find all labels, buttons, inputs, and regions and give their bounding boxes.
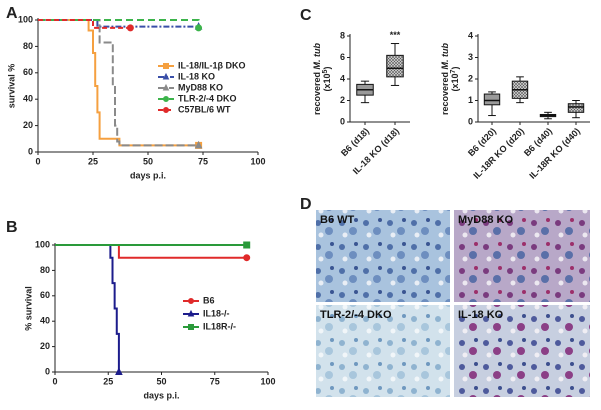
legend-label: IL-18/IL-1β DKO [178, 60, 246, 70]
micrograph [316, 305, 450, 397]
x-tick-label: 75 [198, 156, 208, 166]
y-axis-label: recovered M. tub [440, 42, 450, 115]
y-tick-label: 80 [40, 265, 50, 275]
legend-marker [163, 96, 169, 102]
image-label: MyD88 KO [458, 214, 513, 226]
legend-marker [163, 63, 169, 69]
y-tick-label: 0 [45, 366, 50, 376]
y-axis-unit: (x105) [322, 67, 333, 92]
x-axis-label: days p.i. [143, 390, 179, 400]
y-tick-label: 4 [468, 30, 473, 40]
y-tick-label: 40 [23, 94, 33, 104]
y-tick-label: 2 [340, 95, 345, 105]
y-tick-label: 40 [40, 316, 50, 326]
x-tick-label: 50 [156, 376, 166, 386]
y-tick-label: 20 [23, 120, 33, 130]
unit-start: (x10 [322, 73, 332, 91]
y-tick-label: 4 [340, 73, 345, 83]
legend-marker [162, 83, 170, 91]
y-axis-label-italic: M. tub [312, 42, 322, 69]
x-tick-label: 100 [250, 156, 265, 166]
panel-label: B [6, 219, 18, 236]
y-axis-label-text: recovered [312, 72, 322, 115]
y-tick-label: 100 [35, 239, 50, 249]
x-tick-label: IL-18R KO (d20) [471, 126, 526, 181]
panel-label: A [6, 5, 18, 22]
y-tick-label: 6 [340, 52, 345, 62]
y-tick-label: 80 [23, 41, 33, 51]
marker [194, 140, 203, 149]
image-label: IL-18 KO [458, 309, 504, 321]
y-tick-label: 8 [340, 30, 345, 40]
x-tick-label: 0 [35, 156, 40, 166]
legend-marker [163, 107, 169, 113]
y-axis-label: survival % [6, 64, 16, 109]
panel-label: C [300, 7, 312, 24]
marker [243, 254, 251, 262]
y-tick-label: 3 [468, 52, 473, 62]
legend-label: MyD88 KO [178, 82, 223, 92]
unit-start: (x10 [450, 73, 460, 91]
legend-marker [188, 298, 194, 304]
legend-marker [187, 309, 195, 317]
survival-line [38, 19, 199, 147]
micrograph [454, 305, 590, 397]
y-tick-label: 2 [468, 73, 473, 83]
y-tick-label: 60 [23, 67, 33, 77]
marker [115, 367, 123, 375]
y-axis-label-text: recovered [440, 72, 450, 115]
significance: *** [390, 30, 401, 40]
marker [243, 241, 251, 249]
y-tick-label: 0 [28, 146, 33, 156]
micrograph [454, 210, 590, 302]
box [386, 54, 404, 78]
y-tick-label: 60 [40, 290, 50, 300]
y-tick-label: 0 [468, 116, 473, 126]
y-tick-label: 1 [468, 95, 473, 105]
survival-line [38, 19, 199, 147]
unit-end: ) [450, 67, 460, 70]
legend-label: IL18-/- [203, 308, 230, 318]
legend-marker [188, 324, 194, 330]
marker [195, 24, 203, 32]
y-tick-label: 100 [18, 14, 33, 24]
legend-label: TLR-2/-4 DKO [178, 93, 237, 103]
survival-line [55, 244, 247, 259]
unit-end: ) [322, 67, 332, 70]
x-tick-label: 25 [103, 376, 113, 386]
x-tick-label: 50 [143, 156, 153, 166]
legend-label: IL18R-/- [203, 321, 236, 331]
micrograph [316, 210, 450, 302]
box [483, 93, 501, 106]
image-label: TLR-2/-4 DKO [320, 309, 392, 321]
image-label: B6 WT [320, 214, 355, 226]
x-tick-label: 0 [52, 376, 57, 386]
unit-exponent: 5 [322, 69, 329, 73]
survival-line [38, 19, 131, 29]
x-tick-label: 25 [88, 156, 98, 166]
y-tick-label: 20 [40, 341, 50, 351]
panel-label: D [300, 196, 312, 213]
box [567, 103, 585, 113]
x-tick-label: 75 [210, 376, 220, 386]
legend-label: IL-18 KO [178, 71, 215, 81]
x-tick-label: 100 [260, 376, 275, 386]
y-axis-label-italic: M. tub [440, 42, 450, 69]
y-axis-unit: (x107) [450, 67, 461, 92]
legend-label: C57BL/6 WT [178, 104, 231, 114]
y-tick-label: 0 [340, 116, 345, 126]
survival-line [55, 244, 120, 372]
legend-label: B6 [203, 295, 215, 305]
unit-exponent: 7 [450, 69, 457, 73]
y-axis-label: % survival [23, 286, 33, 331]
marker [126, 24, 134, 32]
legend-marker [162, 72, 170, 80]
y-axis-label: recovered M. tub [312, 42, 322, 115]
x-tick-label: IL-18R KO (d40) [527, 126, 582, 181]
x-axis-label: days p.i. [130, 170, 166, 180]
